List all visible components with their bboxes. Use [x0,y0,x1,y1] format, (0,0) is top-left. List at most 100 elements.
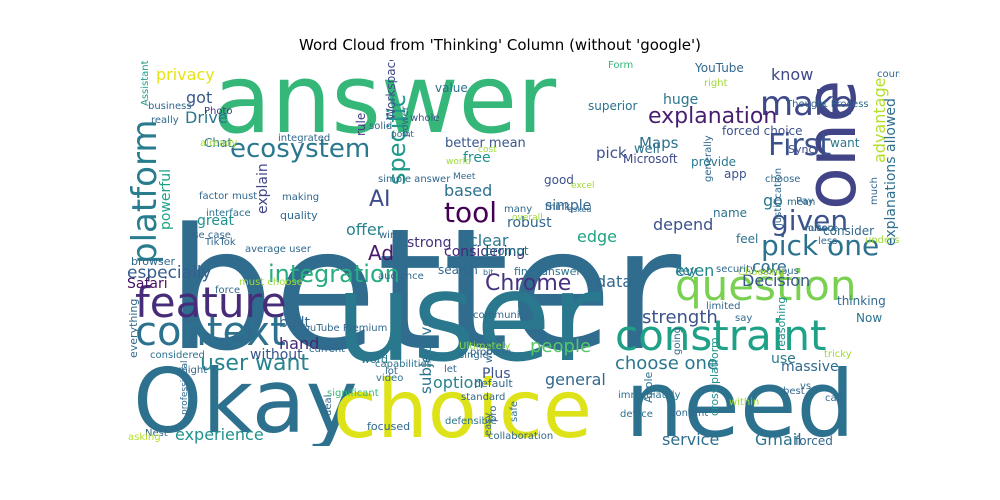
word-easy: easy [483,413,494,436]
word-within: within [729,397,759,408]
word-rule: rule [354,113,368,136]
word-audience: audience [378,271,424,282]
word-chrome: Chrome [485,271,571,296]
word-considering: considering [444,244,525,260]
word-asking: asking [128,432,161,443]
word-general: general [545,370,606,389]
word-single: single [459,350,489,361]
word-whole: whole [410,113,440,124]
chart-title: Word Cloud from 'Thinking' Column (witho… [299,36,701,54]
word-forced: forced [795,434,833,446]
word-key: key [676,264,697,278]
word-cost: cost [478,145,497,155]
word-workspace: Workspace [384,60,398,120]
word-everything: everything [127,299,140,358]
word-cloud: answer better user need Okay choice one constra… [125,60,900,446]
word-drive: Drive [185,108,228,127]
word-let: let [444,364,457,375]
word-user: user [335,247,602,389]
word-integration: integration [268,260,400,288]
word-best: best [783,386,805,397]
word-use-case: use case [187,230,231,241]
word-reasoning: reasoning [775,297,788,351]
word-call: call [825,393,842,404]
word-defensible: defensible [445,416,497,427]
word-robust: robust [507,215,552,231]
word-word: word [361,353,388,366]
word-making: making [282,192,319,203]
word-one: one [790,80,872,210]
word-prompt: prompt [485,244,529,258]
word-capabilities: capabilities [375,359,432,370]
word-great: great [197,213,235,229]
word-built: built [279,315,311,331]
word-thought-process: Thought Process [785,99,869,110]
word-question: question [675,261,856,310]
word-ultimately: Ultimately [459,341,511,352]
word-strength: strength [642,307,718,328]
word-obvious: obvious [760,266,799,277]
word-immediately: immediately [618,390,681,401]
word-choose: choose [765,174,800,185]
word-default: default [474,377,513,390]
word-community: community [473,310,529,321]
word-current: current [309,344,345,355]
word-based: based [444,181,492,200]
word-explanation: explanation [648,104,777,129]
word-especially: especially [127,263,212,283]
word-assistant: Assistant [140,60,151,106]
word-ecosystem: ecosystem [230,134,370,164]
word-even: even [675,261,714,280]
word-sync: Sync [788,143,815,156]
word-value: value [435,81,468,95]
word-pick: pick [596,144,627,162]
word-youtube: YouTube [694,61,744,75]
word-choose-one: choose one [615,353,718,374]
word-pro: pro [488,406,499,422]
word-core: core [752,257,787,276]
word-power: power [400,105,411,137]
word-specific: specific [383,94,411,185]
word-browser: browser [131,255,175,268]
word-good: good [544,173,574,187]
word-massive: massive [781,359,839,375]
word-simple: simple [545,198,591,214]
word-answer: answer [213,60,557,155]
word-final-answer: final answer [514,265,581,278]
word-limited: limited [706,301,741,312]
word-pick-one: pick one [761,229,879,262]
word-average-user: average user [245,244,312,255]
word-problem: problem [470,347,511,358]
word-advantage: advantage [870,78,889,163]
word-might: might [178,365,207,376]
word-now: Now [856,311,882,325]
word-point: point [391,130,414,140]
word-got: got [186,88,212,107]
word-integrated: integrated [278,133,330,144]
word-offer: offer [346,220,384,239]
word-wins: wins [379,230,402,241]
word-simple-answer: simple answer [378,174,451,185]
word-generally: generally [703,135,714,182]
word-vs: vs [800,381,811,392]
word-explanations-allowed: explanations allowed [883,98,899,246]
word-course: course [877,69,900,80]
word-think: think [545,202,570,213]
word-chat: Chat [204,136,232,150]
word-quality: quality [280,209,318,222]
word-choice: choice [333,363,592,446]
word-maps: Maps [639,134,679,152]
word-apple: Apple [642,371,655,403]
word-tool: tool [444,196,497,229]
word-privacy: privacy [156,65,215,84]
word-forced-choice: forced choice [722,124,803,138]
word-app: app [724,167,747,181]
word-subjective: subjective [417,317,435,394]
word-free: free [463,150,491,166]
word-search: search [438,263,478,277]
word-mean: mean [787,197,815,208]
word-say: say [735,313,752,324]
word-make: make [760,84,853,124]
word-world: world [446,157,471,167]
